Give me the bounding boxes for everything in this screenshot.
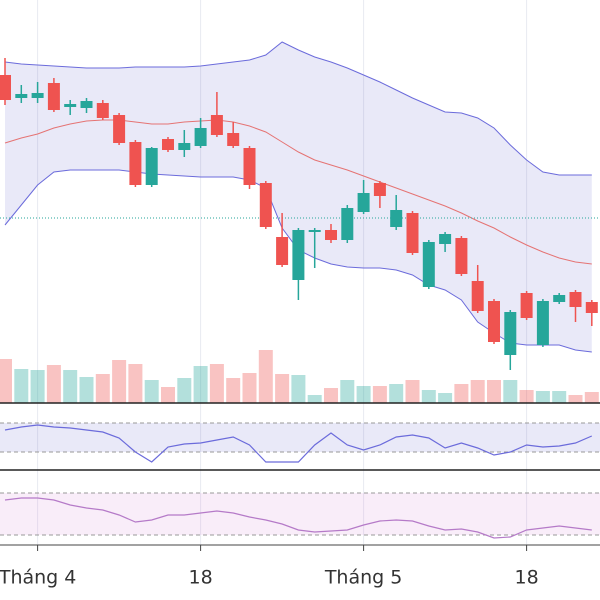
band-fill bbox=[5, 42, 592, 352]
volume-bar bbox=[454, 384, 469, 403]
volume-bar bbox=[30, 370, 45, 403]
volume-bar bbox=[503, 380, 518, 403]
volume-bar bbox=[324, 388, 338, 403]
volume-bar bbox=[161, 387, 175, 403]
candle-body bbox=[47, 83, 60, 110]
candle-body bbox=[113, 115, 126, 143]
volume-bar bbox=[421, 390, 436, 403]
volume-bar bbox=[275, 374, 290, 403]
indicator-line bbox=[4, 497, 592, 539]
indicator-line bbox=[4, 424, 593, 463]
volume-bar bbox=[79, 377, 94, 403]
candle-body bbox=[585, 302, 598, 313]
x-tick-label: Tháng 4 bbox=[0, 567, 76, 589]
volume-bar bbox=[209, 364, 224, 403]
volume-bar bbox=[258, 350, 273, 403]
candle-body bbox=[243, 148, 256, 185]
candle-body bbox=[162, 139, 174, 150]
candle-body bbox=[308, 230, 321, 232]
indicator-band bbox=[0, 423, 600, 452]
x-tick-label: Tháng 5 bbox=[324, 567, 403, 589]
volume-bar bbox=[438, 393, 453, 403]
indicator-band bbox=[0, 493, 600, 535]
volume-bar bbox=[14, 369, 29, 403]
candle-body bbox=[455, 238, 468, 274]
candle-body bbox=[357, 193, 370, 212]
volume-bar bbox=[144, 380, 159, 403]
candle-body bbox=[536, 301, 549, 345]
candle-body bbox=[292, 230, 305, 280]
candle-body bbox=[145, 148, 158, 185]
x-tick-label: 18 bbox=[515, 567, 539, 589]
candle-body bbox=[276, 237, 289, 265]
candle-body bbox=[504, 312, 517, 355]
candle-body bbox=[520, 293, 533, 318]
candle-body bbox=[553, 295, 566, 302]
volume-bar bbox=[291, 375, 306, 403]
candle-body bbox=[0, 75, 11, 100]
candle-body bbox=[194, 128, 207, 146]
volume-bar bbox=[128, 364, 143, 403]
candle-body bbox=[439, 234, 452, 244]
volume-bar bbox=[112, 360, 127, 403]
x-tick-label: 18 bbox=[189, 567, 213, 589]
candle-body bbox=[390, 210, 403, 227]
candle-body bbox=[31, 93, 44, 98]
candle-body bbox=[178, 143, 191, 150]
volume-bar bbox=[177, 378, 192, 403]
band-line bbox=[4, 41, 592, 176]
candle-body bbox=[227, 133, 240, 146]
volume-bar bbox=[487, 380, 501, 403]
volume-bar bbox=[307, 395, 322, 403]
candle-body bbox=[210, 115, 223, 135]
candle-body bbox=[341, 208, 354, 240]
volume-bar bbox=[389, 384, 404, 403]
volume-bar bbox=[340, 380, 355, 403]
candle-body bbox=[15, 94, 28, 98]
candle-body bbox=[406, 213, 419, 253]
volume-bar bbox=[0, 359, 12, 403]
candle-body bbox=[422, 242, 435, 287]
candle-body bbox=[96, 103, 109, 118]
volume-bar bbox=[46, 365, 61, 403]
volume-bar bbox=[356, 386, 371, 403]
volume-bar bbox=[95, 374, 110, 403]
volume-bar bbox=[242, 373, 257, 403]
candle-body bbox=[373, 183, 386, 196]
volume-bar bbox=[193, 366, 208, 403]
candle-body bbox=[488, 301, 500, 342]
candle-body bbox=[129, 142, 142, 185]
candle-body bbox=[64, 104, 77, 107]
volume-bar bbox=[405, 380, 420, 403]
volume-bar bbox=[535, 391, 550, 403]
candle-body bbox=[325, 230, 337, 240]
candle-body bbox=[80, 101, 93, 108]
volume-bar bbox=[63, 370, 78, 403]
candle-body bbox=[471, 281, 484, 311]
volume-bar bbox=[372, 386, 387, 403]
candle-body bbox=[569, 292, 582, 307]
volume-bar bbox=[470, 380, 485, 403]
volume-bar bbox=[519, 390, 534, 403]
volume-bar bbox=[552, 391, 567, 403]
candle-body bbox=[259, 183, 272, 227]
volume-bar bbox=[568, 395, 583, 403]
volume-bar bbox=[226, 378, 241, 403]
volume-bar bbox=[584, 392, 599, 403]
